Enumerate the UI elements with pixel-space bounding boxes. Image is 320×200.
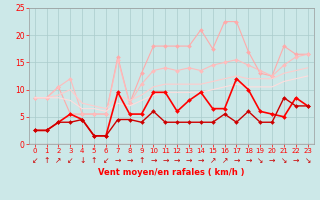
Text: ↘: ↘ <box>281 156 287 165</box>
Text: ↑: ↑ <box>138 156 145 165</box>
Text: →: → <box>245 156 252 165</box>
Text: →: → <box>269 156 275 165</box>
Text: →: → <box>174 156 180 165</box>
Text: →: → <box>150 156 156 165</box>
Text: ↓: ↓ <box>79 156 85 165</box>
Text: →: → <box>186 156 192 165</box>
Text: →: → <box>162 156 168 165</box>
Text: ↘: ↘ <box>257 156 263 165</box>
Text: ↙: ↙ <box>32 156 38 165</box>
X-axis label: Vent moyen/en rafales ( km/h ): Vent moyen/en rafales ( km/h ) <box>98 168 244 177</box>
Text: ↙: ↙ <box>103 156 109 165</box>
Text: ↗: ↗ <box>55 156 62 165</box>
Text: ↘: ↘ <box>304 156 311 165</box>
Text: →: → <box>115 156 121 165</box>
Text: →: → <box>198 156 204 165</box>
Text: ↙: ↙ <box>67 156 74 165</box>
Text: ↗: ↗ <box>221 156 228 165</box>
Text: →: → <box>126 156 133 165</box>
Text: →: → <box>292 156 299 165</box>
Text: ↗: ↗ <box>210 156 216 165</box>
Text: ↑: ↑ <box>44 156 50 165</box>
Text: →: → <box>233 156 240 165</box>
Text: ↑: ↑ <box>91 156 97 165</box>
